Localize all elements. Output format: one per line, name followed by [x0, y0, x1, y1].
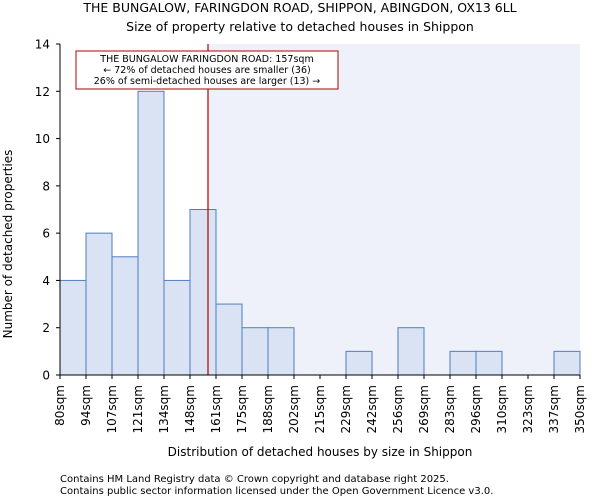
bar-94sqm [85, 232, 113, 376]
bar-256sqm [397, 327, 425, 376]
x-tick-label: 296sqm [469, 385, 483, 433]
x-tick-label: 148sqm [183, 385, 197, 433]
y-tick-label: 10 [35, 132, 50, 146]
x-tick-label: 229sqm [339, 385, 353, 433]
x-tick-label: 337sqm [547, 385, 561, 433]
x-tick-label: 188sqm [261, 385, 275, 433]
bar-134sqm [163, 279, 191, 376]
bar-296sqm [475, 350, 503, 376]
x-tick-label: 94sqm [79, 385, 93, 426]
bar-229sqm [345, 350, 373, 376]
annotation-line-2: ← 72% of detached houses are smaller (36… [103, 65, 310, 76]
x-tick-label: 242sqm [365, 385, 379, 433]
x-tick-label: 161sqm [209, 385, 223, 433]
x-tick-label: 175sqm [235, 385, 249, 433]
x-tick-label: 107sqm [105, 385, 119, 433]
annotation-line-1: THE BUNGALOW FARINGDON ROAD: 157sqm [99, 54, 313, 65]
bar-161sqm [215, 303, 243, 376]
annotation-box [75, 50, 339, 90]
x-tick-label: 350sqm [573, 385, 587, 433]
x-tick-label: 269sqm [417, 385, 431, 433]
y-tick-label: 0 [42, 369, 50, 383]
bar-283sqm [449, 350, 477, 376]
x-axis-label: Distribution of detached houses by size … [168, 445, 473, 459]
bar-188sqm [267, 327, 295, 376]
bar-148sqm [189, 209, 217, 376]
bar-80sqm [59, 279, 87, 376]
y-tick-label: 6 [42, 227, 50, 241]
y-tick-label: 12 [35, 85, 50, 99]
y-tick-label: 14 [35, 38, 50, 52]
bar-107sqm [111, 256, 139, 376]
y-tick-label: 2 [42, 321, 50, 335]
x-tick-label: 283sqm [443, 385, 457, 433]
chart-title: THE BUNGALOW, FARINGDON ROAD, SHIPPON, A… [82, 0, 516, 15]
x-tick-label: 215sqm [313, 385, 327, 433]
bar-175sqm [241, 327, 269, 376]
x-tick-label: 80sqm [53, 385, 67, 426]
bar-121sqm [137, 90, 165, 376]
x-tick-label: 323sqm [521, 385, 535, 433]
y-tick-label: 8 [42, 179, 50, 193]
larger-region [208, 44, 580, 375]
x-tick-label: 310sqm [495, 385, 509, 433]
y-tick-label: 4 [42, 274, 50, 288]
chart-subtitle: Size of property relative to detached ho… [126, 19, 474, 34]
footer-line-2: Contains public sector information licen… [60, 486, 493, 497]
bar-337sqm [553, 350, 581, 376]
x-tick-label: 134sqm [157, 385, 171, 433]
x-tick-label: 256sqm [391, 385, 405, 433]
annotation-line-3: 26% of semi-detached houses are larger (… [94, 76, 321, 87]
y-axis-label: Number of detached properties [1, 150, 15, 339]
x-tick-label: 121sqm [131, 385, 145, 433]
x-tick-label: 202sqm [287, 385, 301, 433]
footer-line-1: Contains HM Land Registry data © Crown c… [60, 474, 449, 485]
